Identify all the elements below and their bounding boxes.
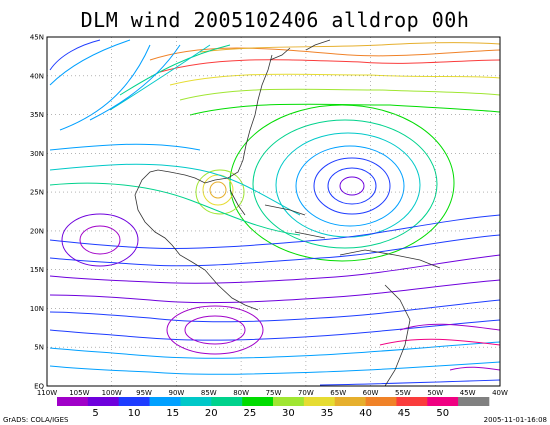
latitude-labels: 45N 40N 35N 30N 25N 20N 15N 10N 5N EQ: [30, 34, 45, 391]
lon-label: 55W: [395, 389, 411, 397]
map-title: DLM wind 2005102406 alldrop 00h: [80, 8, 470, 32]
colorbar-swatch: [273, 397, 305, 406]
lon-label: 40W: [492, 389, 508, 397]
colorbar-swatch: [458, 397, 490, 406]
colorbar-swatch: [180, 397, 212, 406]
lon-label: 90W: [169, 389, 185, 397]
plot-timestamp: 2005-11-01-16:08: [484, 416, 547, 424]
lat-label: 35N: [30, 111, 44, 119]
lat-label: 20N: [30, 227, 44, 235]
lon-label: 60W: [363, 389, 379, 397]
lon-label: 65W: [330, 389, 346, 397]
lat-label: 45N: [30, 34, 44, 42]
lat-label: EQ: [34, 383, 44, 391]
colorbar-swatch: [242, 397, 274, 406]
colorbar-swatch: [149, 397, 181, 406]
colorbar-swatch: [365, 397, 397, 406]
lon-label: 45W: [460, 389, 476, 397]
lon-label: 85W: [201, 389, 217, 397]
lat-label: 15N: [30, 266, 44, 274]
colorbar-label: 10: [128, 408, 141, 419]
colorbar-swatch: [303, 397, 336, 406]
colorbar-swatch: [57, 397, 89, 406]
colorbar-label: 30: [282, 408, 295, 419]
colorbar-swatch: [427, 397, 459, 406]
lon-label: 50W: [427, 389, 443, 397]
lat-label: 40N: [30, 72, 44, 80]
streamlines-layer: [49, 39, 500, 386]
lat-label: 30N: [30, 150, 44, 158]
lon-label: 105W: [69, 389, 89, 397]
colorbar: 5 10 15 20 25 30 35 40 45 50: [57, 397, 490, 419]
lat-label: 25N: [30, 189, 44, 197]
lon-label: 70W: [298, 389, 314, 397]
colorbar-label: 40: [359, 408, 372, 419]
colorbar-label: 15: [166, 408, 179, 419]
colorbar-swatch: [211, 397, 243, 406]
coastlines: [134, 39, 441, 386]
lon-label: 80W: [233, 389, 249, 397]
lat-label: 10N: [30, 305, 44, 313]
colorbar-swatch: [334, 397, 366, 406]
colorbar-swatch: [396, 397, 428, 406]
colorbar-label: 35: [321, 408, 334, 419]
colorbar-label: 25: [243, 408, 256, 419]
plot-frame: [46, 36, 501, 387]
lon-label: 95W: [136, 389, 152, 397]
lon-label: 75W: [266, 389, 282, 397]
lat-label: 5N: [34, 344, 44, 352]
colorbar-label: 45: [398, 408, 411, 419]
longitude-labels: 110W 105W 100W 95W 90W 85W 80W 75W 70W 65W 60W 55W 5…: [37, 389, 508, 397]
lon-label: 100W: [102, 389, 122, 397]
colorbar-swatch: [118, 397, 150, 406]
colorbar-label: 20: [205, 408, 218, 419]
colorbar-label: 5: [92, 408, 98, 419]
lon-label: 110W: [37, 389, 57, 397]
colorbar-label: 50: [436, 408, 449, 419]
grads-credit: GrADS: COLA/IGES: [3, 416, 69, 424]
colorbar-swatch: [87, 397, 120, 406]
